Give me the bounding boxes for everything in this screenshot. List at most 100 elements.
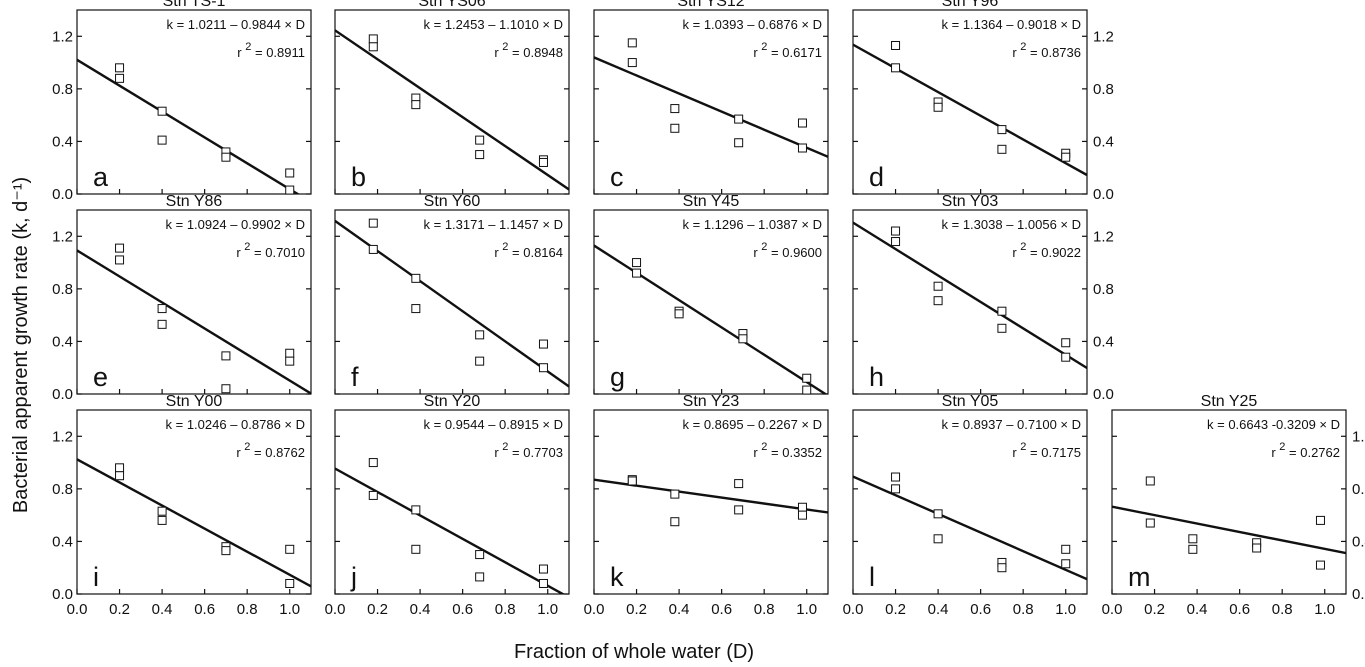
panel-title: Stn Y20 [424,393,481,410]
panel-title: Stn Y60 [424,193,481,210]
data-point [933,509,943,519]
regression-line [335,29,569,191]
data-point [734,505,744,515]
panel-frame [334,209,570,395]
data-point [285,578,295,588]
x-tick-label: 0.2 [367,601,388,618]
x-tick-label: 0.2 [109,601,130,618]
data-point [368,244,378,254]
data-point [1188,534,1198,544]
data-point [797,143,807,153]
regression-equation: k = 1.1364 – 0.9018 × D [942,17,1082,32]
x-tick-label: 0.6 [970,601,991,618]
data-point [674,309,684,319]
regression-line [77,458,311,588]
data-point [734,479,744,489]
data-point [157,319,167,329]
data-point [221,351,231,361]
data-point [891,40,901,50]
x-tick-label: 0.8 [495,601,516,618]
r-squared: r 2 = 0.8911 [237,41,305,60]
x-tick-label: 0.2 [1144,601,1165,618]
regression-equation: k = 1.0393 – 0.6876 × D [683,17,823,32]
data-point [797,510,807,520]
data-point [157,515,167,525]
y-tick-label: 1.2 [1093,228,1114,245]
y-tick-label: 1.2 [52,28,73,45]
panel-title: Stn Y23 [683,393,740,410]
panel-letter: g [610,362,625,392]
panel-title: Stn Y86 [166,193,223,210]
data-point [368,42,378,52]
data-point [891,472,901,482]
panel-frame [76,209,312,395]
data-point [368,218,378,228]
panel-letter: i [93,562,99,592]
y-tick-label: 0.8 [1093,81,1114,98]
data-point [221,152,231,162]
data-point [738,334,748,344]
data-point [734,114,744,124]
y-tick-label: 0.4 [52,533,73,550]
data-point [475,550,485,560]
r-squared: r 2 = 0.8164 [494,241,563,260]
data-point [670,104,680,114]
y-tick-label: 0.8 [52,281,73,298]
r-squared: r 2 = 0.7010 [236,241,305,260]
r-squared: r 2 = 0.3352 [753,441,822,460]
y-tick-label: 1.2 [1093,28,1114,45]
data-point [157,106,167,116]
data-point [1315,515,1325,525]
y-tick-label: 0.8 [1093,281,1114,298]
data-point [797,118,807,128]
panel-g: Stn Y45 k = 1.1296 – 1.0387 × D r 2 = 0.96… [593,193,829,395]
data-point [115,255,125,265]
data-point [997,323,1007,333]
regression-equation: k = 1.2453 – 1.1010 × D [424,17,564,32]
data-point [538,339,548,349]
data-point [891,484,901,494]
regression-line [853,43,1087,177]
regression-line [77,58,300,194]
x-tick-label: 0.6 [1229,601,1250,618]
y-tick-label: 0.8 [52,81,73,98]
panel-frame [593,209,829,395]
r-squared: r 2 = 0.8762 [236,441,305,460]
data-point [475,572,485,582]
y-tick-label: 1.2 [52,428,73,445]
x-tick-label: 0.4 [669,601,690,618]
r-squared: r 2 = 0.6171 [753,41,822,60]
regression-equation: k = 1.3171 – 1.1457 × D [424,217,564,232]
panel-letter: k [610,562,624,592]
data-point [411,505,421,515]
regression-line [77,249,311,394]
panel-frame [852,209,1088,395]
data-point [538,157,548,167]
y-tick-label: 0.0 [1093,386,1114,403]
data-point [797,502,807,512]
regression-equation: k = 1.3038 – 1.0056 × D [942,217,1082,232]
data-point [891,226,901,236]
panel-e: Stn Y86 0.0 0.4 0.8 1.2 k = 1.0924 – 0.9902 ×… [52,193,312,403]
data-point [115,463,125,473]
panel-title: Stn Y45 [683,193,740,210]
y-tick-label: 0.0 [1093,186,1114,203]
data-point [802,373,812,383]
x-tick-label: 0.8 [237,601,258,618]
data-point [1061,152,1071,162]
x-tick-label: 1.0 [279,601,300,618]
y-tick-label: 1.2 [1352,428,1365,445]
data-point [1061,559,1071,569]
r-squared: r 2 = 0.8736 [1012,41,1081,60]
panel-letter: b [351,162,366,192]
data-point [1145,476,1155,486]
x-tick-label: 0.0 [584,601,605,618]
data-point [157,135,167,145]
panel-title: Stn TS-1 [163,0,226,10]
panel-frame [76,409,312,595]
regression-line [1112,505,1346,555]
x-tick-label: 0.2 [626,601,647,618]
regression-line [335,467,566,594]
data-point [115,471,125,481]
data-point [475,330,485,340]
